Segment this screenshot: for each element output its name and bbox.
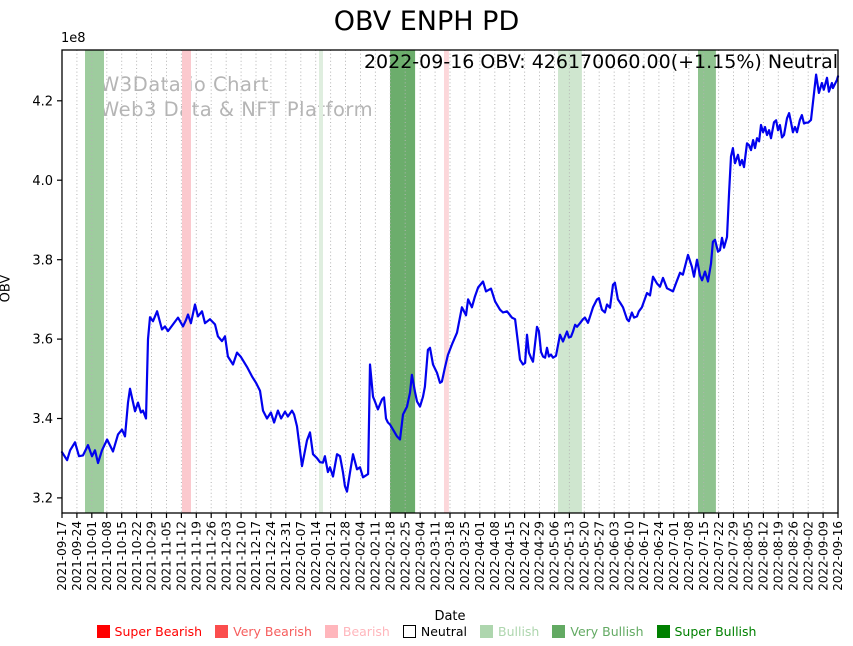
watermark-line-2: Web3 Data & NFT Platform (100, 98, 374, 121)
x-tick-label: 2021-12-03 (219, 521, 233, 591)
x-tick-label: 2021-10-15 (115, 521, 129, 591)
legend-item-bullish: Bullish (480, 624, 539, 639)
x-tick-label: 2022-03-04 (413, 521, 427, 591)
x-tick-label: 2022-06-10 (622, 521, 636, 591)
x-tick-label: 2022-04-01 (473, 521, 487, 591)
legend: Super Bearish Very Bearish Bearish Neutral B… (0, 620, 853, 642)
x-tick-label: 2022-08-26 (786, 521, 800, 591)
y-axis-scale-offset-label: 1e8 (61, 31, 86, 46)
signal-band-bearish (182, 50, 191, 513)
legend-swatch (402, 624, 416, 638)
x-tick-label: 2022-03-11 (428, 521, 442, 591)
x-tick-label: 2021-09-24 (70, 521, 84, 591)
x-tick-label: 2021-11-05 (160, 521, 174, 591)
legend-label: Bullish (498, 623, 540, 639)
x-tick-label: 2022-01-28 (339, 521, 353, 591)
x-tick-label: 2022-07-22 (712, 521, 726, 591)
legend-swatch (552, 624, 566, 638)
x-tick-label: 2021-10-22 (130, 521, 144, 591)
legend-item-neutral: Neutral (402, 623, 467, 639)
legend-label: Very Bearish (233, 623, 312, 639)
x-tick-label: 2022-04-22 (518, 521, 532, 591)
chart-title: OBV ENPH PD (333, 6, 520, 37)
axes-frame (61, 49, 839, 514)
x-tick-label: 2021-10-29 (145, 521, 159, 591)
x-tick-label: 2022-05-20 (578, 521, 592, 591)
y-axis-label: OBV (0, 274, 14, 303)
x-tick-label: 2022-07-08 (682, 521, 696, 591)
x-tick-label: 2022-01-07 (294, 521, 308, 591)
x-tick-label: 2022-05-06 (548, 521, 562, 591)
x-tick-label: 2022-07-15 (697, 521, 711, 591)
y-tick-label: 3.2 (32, 491, 53, 506)
x-tick-label: 2022-08-05 (742, 521, 756, 591)
legend-item-bearish: Bearish (324, 623, 390, 639)
legend-swatch (324, 624, 338, 638)
legend-item-very-bullish: Very Bullish (552, 623, 644, 639)
x-tick-label: 2022-01-21 (324, 521, 338, 591)
signal-band-very-bullish (85, 50, 104, 513)
legend-swatch (215, 624, 229, 638)
signal-band-bearish (444, 50, 449, 513)
x-tick-label: 2022-03-25 (458, 521, 472, 591)
x-tick-label: 2022-03-18 (443, 521, 457, 591)
y-tick-label: 3.4 (32, 412, 53, 427)
x-tick-label: 2021-12-10 (234, 521, 248, 591)
x-tick-label: 2021-12-31 (279, 521, 293, 591)
legend-label: Super Bullish (674, 623, 757, 639)
x-tick-label: 2021-11-12 (175, 521, 189, 591)
x-tick-label: 2022-09-02 (801, 521, 815, 591)
x-tick-label: 2022-02-18 (384, 521, 398, 591)
signal-band-bullish (558, 50, 582, 513)
signal-band-very-bullish (390, 50, 416, 513)
legend-label: Bearish (342, 623, 390, 639)
y-tick-label: 4.2 (32, 94, 53, 109)
x-tick-label: 2022-05-27 (592, 521, 606, 591)
x-tick-label: 2022-02-11 (369, 521, 383, 591)
x-tick-label: 2021-11-19 (190, 521, 204, 591)
y-tick-label: 3.8 (32, 253, 53, 268)
legend-item-super-bullish: Super Bullish (656, 623, 757, 639)
legend-item-super-bearish: Super Bearish (96, 623, 203, 639)
legend-swatch (480, 624, 493, 638)
x-tick-label: 2022-06-17 (637, 521, 651, 591)
legend-item-very-bearish: Very Bearish (215, 624, 312, 639)
x-tick-label: 2022-06-03 (607, 521, 621, 591)
x-tick-label: 2022-01-14 (309, 521, 323, 591)
x-tick-label: 2022-08-19 (772, 521, 786, 591)
annotation-text: 2022-09-16 OBV: 426170060.00(+1.15%) Neu… (363, 51, 838, 73)
x-tick-label: 2022-02-25 (398, 521, 412, 591)
x-tick-label: 2021-12-24 (264, 521, 278, 591)
legend-swatch (656, 624, 670, 638)
x-tick-label: 2022-04-29 (533, 521, 547, 591)
obv-line (60, 73, 840, 493)
x-tick-label: 2022-07-29 (727, 521, 741, 591)
x-tick-label: 2022-05-13 (563, 521, 577, 591)
legend-label: Super Bearish (114, 623, 203, 639)
x-tick-label: 2022-04-08 (488, 521, 502, 591)
x-tick-label: 2021-10-01 (85, 521, 99, 591)
x-tick-label: 2022-04-15 (503, 521, 517, 591)
x-tick-label: 2022-07-01 (667, 521, 681, 591)
legend-swatch (96, 624, 110, 638)
signal-band-bullish (319, 50, 323, 513)
y-tick-label: 3.6 (32, 333, 53, 348)
x-tick-label: 2022-08-12 (757, 521, 771, 591)
legend-label: Neutral (420, 623, 467, 639)
x-tick-label: 2021-10-08 (100, 521, 114, 591)
y-tick-label: 4.0 (32, 174, 53, 189)
x-tick-label: 2021-12-17 (249, 521, 263, 591)
x-axis-label: Date (434, 609, 466, 624)
x-tick-label: 2022-06-24 (652, 521, 666, 591)
legend-label: Very Bullish (570, 623, 644, 639)
x-tick-label: 2021-09-17 (55, 521, 69, 591)
x-tick-label: 2021-11-26 (204, 521, 218, 591)
x-tick-label: 2022-02-04 (354, 521, 368, 591)
x-tick-label: 2022-09-09 (816, 521, 830, 591)
x-tick-label: 2022-09-16 (831, 521, 845, 591)
